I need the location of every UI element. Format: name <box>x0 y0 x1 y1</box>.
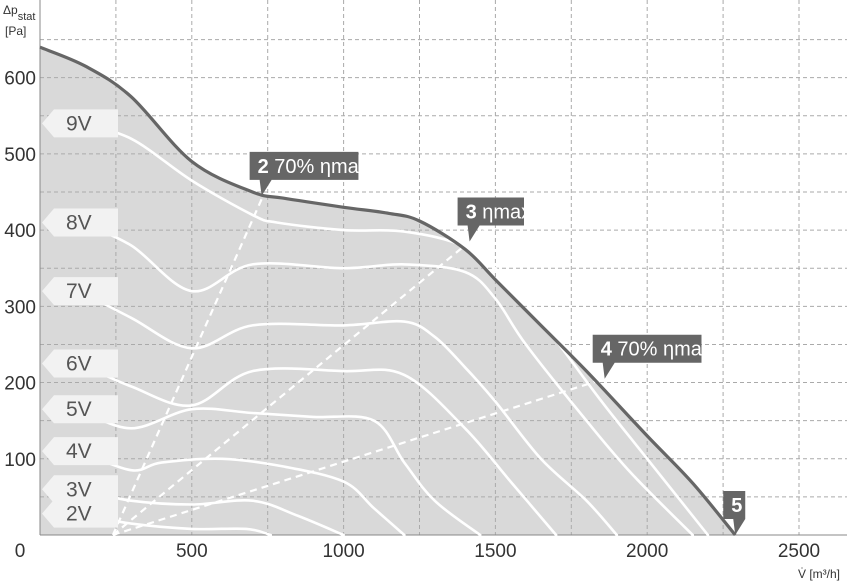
callout-box <box>249 151 359 196</box>
operating-lines <box>111 195 606 537</box>
voltage-tag-3v: 3V <box>42 475 118 504</box>
voltage-tag-8v: 8V <box>42 208 118 237</box>
y-tick-label: 400 <box>4 221 36 242</box>
voltage-tag-label: 2V <box>66 503 92 526</box>
voltage-tag-shape <box>42 277 118 306</box>
callout-box <box>723 491 746 535</box>
voltage-curves <box>78 122 710 537</box>
x-tick-label: 500 <box>176 541 208 562</box>
voltage-tag-2v: 2V <box>42 499 118 528</box>
x-tick-label: 2000 <box>626 541 668 562</box>
voltage-tag-6v: 6V <box>42 349 118 378</box>
callout-text: 3 ηmax <box>466 202 532 224</box>
x-tick-label: 2500 <box>778 541 820 562</box>
callout-text: 2 70% ηmax <box>258 156 369 178</box>
voltage-tag-7v: 7V <box>42 277 118 306</box>
voltage-tag-shape <box>42 349 118 378</box>
curve-6v <box>78 362 558 537</box>
y-tick-label: 500 <box>4 145 36 166</box>
operating-line-3 <box>112 221 494 536</box>
y-axis-unit: [Pa] <box>5 24 26 38</box>
y-axis-label: Δpstat <box>3 3 35 23</box>
callout-box <box>592 334 702 379</box>
tick-labels: 0 500 1000 1500 2000 2500 100 200 300 400 500 600 <box>4 69 820 562</box>
operating-line-2 <box>111 195 265 536</box>
voltage-tag-label: 6V <box>66 353 92 376</box>
callout-label: ηmax <box>477 202 531 224</box>
x-tick-label: 1500 <box>474 541 516 562</box>
voltage-tag-label: 3V <box>66 478 92 501</box>
y-axis-subscript: stat <box>18 11 36 23</box>
callout-number: 5 <box>731 495 742 517</box>
callout-number: 2 <box>258 156 269 178</box>
x-tick-label: 0 <box>15 541 26 562</box>
voltage-tag-label: 7V <box>66 280 92 303</box>
callout-text: 5 <box>731 495 742 517</box>
voltage-tag-shape <box>42 437 118 466</box>
callout-4: 4 70% ηmax <box>592 334 712 379</box>
voltage-tag-shape <box>42 499 118 528</box>
envelope-area <box>40 47 736 535</box>
voltage-tag-4v: 4V <box>42 437 118 466</box>
y-tick-label: 100 <box>4 450 36 471</box>
y-tick-label: 200 <box>4 374 36 395</box>
callout-number: 4 <box>601 339 613 361</box>
voltage-tag-label: 4V <box>66 440 92 463</box>
callout-label: 70% ηmax <box>269 156 369 178</box>
curve-3v <box>78 488 345 537</box>
voltage-tag-label: 8V <box>66 211 92 234</box>
operating-line-4 <box>112 377 606 537</box>
voltage-tag-9v: 9V <box>42 109 118 138</box>
callout-label: 70% ηmax <box>612 339 712 361</box>
envelope-line <box>39 45 737 537</box>
voltage-tag-shape <box>42 109 118 138</box>
x-tick-label: 1000 <box>322 541 364 562</box>
callout-text: 4 70% ηmax <box>601 339 712 361</box>
x-axis-label: V̇ [m³/h] <box>798 567 840 581</box>
curve-7v <box>78 289 619 537</box>
voltage-tag-5v: 5V <box>42 395 118 424</box>
callouts: 2 70% ηmax 3 ηmax 4 70% ηmax 5 <box>249 151 746 535</box>
envelope-outline <box>39 45 737 537</box>
callout-2: 2 70% ηmax <box>249 151 369 196</box>
callout-5: 5 <box>723 491 746 535</box>
y-tick-label: 600 <box>4 69 36 90</box>
voltage-tag-shape <box>42 208 118 237</box>
y-tick-label: 300 <box>4 297 36 318</box>
curve-4v <box>78 449 406 537</box>
curve-5v <box>78 407 482 537</box>
voltage-tag-label: 9V <box>66 112 92 135</box>
curve-9v <box>78 122 710 537</box>
voltage-tag-shape <box>42 475 118 504</box>
callout-box <box>457 197 524 242</box>
callout-3: 3 ηmax <box>457 197 532 242</box>
voltage-tag-label: 5V <box>66 398 92 421</box>
callout-number: 3 <box>466 202 477 224</box>
y-axis-symbol: Δp <box>3 3 18 17</box>
voltage-tag-shape <box>42 395 118 424</box>
envelope-fill <box>40 47 736 535</box>
